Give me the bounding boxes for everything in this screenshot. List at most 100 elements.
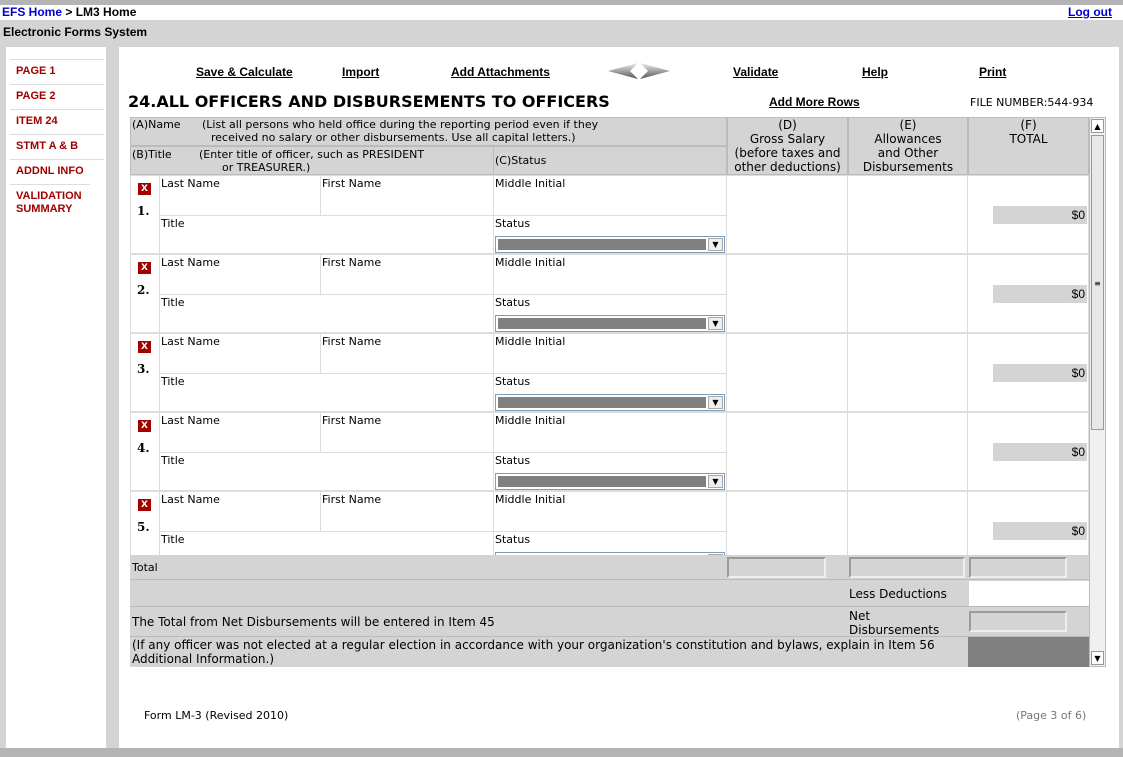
- total-gross-salary-field: [727, 557, 826, 578]
- sidebar-item-page-1[interactable]: PAGE 1: [10, 59, 104, 84]
- title-field[interactable]: Title: [159, 531, 494, 555]
- delete-row-button[interactable]: X: [138, 183, 151, 195]
- delete-row-button[interactable]: X: [138, 499, 151, 511]
- header-d-line: (before taxes and: [734, 146, 841, 160]
- allowances-field[interactable]: [847, 333, 968, 412]
- scrollbar[interactable]: ▲ ≡ ▼: [1089, 117, 1106, 667]
- status-select[interactable]: ▼: [495, 473, 725, 490]
- status-select[interactable]: ▼: [495, 552, 725, 555]
- middle-initial-field[interactable]: Middle Initial: [493, 491, 727, 532]
- last-name-field[interactable]: Last Name: [159, 491, 321, 532]
- status-label: Status: [495, 217, 531, 230]
- header-b-note2: or TREASURER.): [222, 161, 311, 174]
- arrow-left-icon[interactable]: [608, 62, 638, 80]
- gross-salary-field[interactable]: [726, 254, 848, 333]
- gross-salary-field[interactable]: [726, 333, 848, 412]
- chevron-down-icon[interactable]: ▼: [708, 396, 723, 409]
- sidebar-item-item-24[interactable]: ITEM 24: [10, 109, 104, 134]
- middle-initial-label: Middle Initial: [495, 335, 566, 348]
- add-more-rows-button[interactable]: Add More Rows: [769, 95, 860, 109]
- total-label: Total: [132, 561, 158, 574]
- last-name-field[interactable]: Last Name: [159, 412, 321, 453]
- middle-initial-field[interactable]: Middle Initial: [493, 254, 727, 295]
- allowances-field[interactable]: [847, 412, 968, 491]
- middle-initial-field[interactable]: Middle Initial: [493, 175, 727, 216]
- last-name-field[interactable]: Last Name: [159, 333, 321, 374]
- chevron-down-icon[interactable]: ▼: [708, 238, 723, 251]
- allowances-field[interactable]: [847, 254, 968, 333]
- allowances-field[interactable]: [847, 491, 968, 555]
- first-name-field[interactable]: First Name: [320, 175, 494, 216]
- title-field[interactable]: Title: [159, 452, 494, 491]
- first-name-field[interactable]: First Name: [320, 491, 494, 532]
- allowances-field[interactable]: [847, 175, 968, 254]
- scroll-down-button[interactable]: ▼: [1091, 651, 1104, 665]
- row-number: 5.: [137, 520, 150, 534]
- last-name-label: Last Name: [161, 256, 220, 269]
- sidebar-item-page-2[interactable]: PAGE 2: [10, 84, 104, 109]
- efs-home-link[interactable]: EFS Home: [2, 5, 63, 19]
- chevron-down-icon[interactable]: ▼: [708, 475, 723, 488]
- row-total-value: $0: [993, 285, 1087, 303]
- help-button[interactable]: Help: [862, 65, 889, 79]
- validate-button[interactable]: Validate: [733, 65, 779, 79]
- header-e-line: Disbursements: [862, 160, 954, 174]
- first-name-field[interactable]: First Name: [320, 333, 494, 374]
- status-label: Status: [495, 454, 531, 467]
- officer-row: X 1. Last Name First Name Middle Initial…: [130, 175, 1089, 254]
- first-name-label: First Name: [322, 335, 382, 348]
- status-select[interactable]: ▼: [495, 394, 725, 411]
- status-select[interactable]: ▼: [495, 236, 725, 253]
- logout-link[interactable]: Log out: [1068, 5, 1112, 19]
- add-attachments-button[interactable]: Add Attachments: [451, 65, 550, 79]
- form-label: Form LM-3 (Revised 2010): [144, 709, 289, 722]
- status-cell: Status ▼: [493, 531, 727, 555]
- sidebar-item-validation-summary[interactable]: VALIDATION SUMMARY: [10, 184, 90, 222]
- title-field[interactable]: Title: [159, 294, 494, 333]
- less-deductions-input[interactable]: [969, 581, 1089, 606]
- scroll-thumb[interactable]: ≡: [1091, 135, 1104, 430]
- delete-row-button[interactable]: X: [138, 262, 151, 274]
- chevron-down-icon[interactable]: ▼: [708, 317, 723, 330]
- gross-salary-field[interactable]: [726, 175, 848, 254]
- print-button[interactable]: Print: [979, 65, 1007, 79]
- sidebar-item-addnl-info[interactable]: ADDNL INFO: [10, 159, 104, 184]
- header-a-note: (List all persons who held office during…: [202, 118, 599, 131]
- scroll-up-button[interactable]: ▲: [1091, 119, 1104, 133]
- status-cell: Status ▼: [493, 215, 727, 254]
- chevron-down-icon[interactable]: ▼: [708, 554, 723, 555]
- arrow-right-icon[interactable]: [640, 62, 670, 80]
- status-label: Status: [495, 375, 531, 388]
- last-name-field[interactable]: Last Name: [159, 175, 321, 216]
- officer-row: X 4. Last Name First Name Middle Initial…: [130, 412, 1089, 491]
- sidebar-item-stmt-a-b[interactable]: STMT A & B: [10, 134, 104, 159]
- delete-row-button[interactable]: X: [138, 420, 151, 432]
- header-name: (A)Name (List all persons who held offic…: [130, 117, 727, 146]
- middle-initial-field[interactable]: Middle Initial: [493, 333, 727, 374]
- net-disbursements-note: The Total from Net Disbursements will be…: [132, 615, 495, 629]
- net-disbursements-field: [969, 611, 1067, 632]
- header-d-line: other deductions): [734, 160, 841, 174]
- middle-initial-label: Middle Initial: [495, 414, 566, 427]
- first-name-field[interactable]: First Name: [320, 254, 494, 295]
- first-name-field[interactable]: First Name: [320, 412, 494, 453]
- total-f-field: [969, 557, 1067, 578]
- gross-salary-field[interactable]: [726, 491, 848, 555]
- middle-initial-field[interactable]: Middle Initial: [493, 412, 727, 453]
- save-calculate-button[interactable]: Save & Calculate: [196, 65, 293, 79]
- status-select[interactable]: ▼: [495, 315, 725, 332]
- net-disbursements-label: Net Disbursements: [849, 609, 940, 637]
- last-name-field[interactable]: Last Name: [159, 254, 321, 295]
- first-name-label: First Name: [322, 256, 382, 269]
- last-name-label: Last Name: [161, 414, 220, 427]
- gross-salary-field[interactable]: [726, 412, 848, 491]
- header-d-line: Gross Salary: [749, 132, 826, 146]
- first-name-label: First Name: [322, 177, 382, 190]
- header-f-label: (F): [1020, 118, 1037, 132]
- breadcrumb-current: LM3 Home: [75, 5, 137, 19]
- delete-row-button[interactable]: X: [138, 341, 151, 353]
- title-field[interactable]: Title: [159, 215, 494, 254]
- sidebar: PAGE 1 PAGE 2 ITEM 24 STMT A & B ADDNL I…: [6, 47, 106, 748]
- import-button[interactable]: Import: [342, 65, 380, 79]
- title-field[interactable]: Title: [159, 373, 494, 412]
